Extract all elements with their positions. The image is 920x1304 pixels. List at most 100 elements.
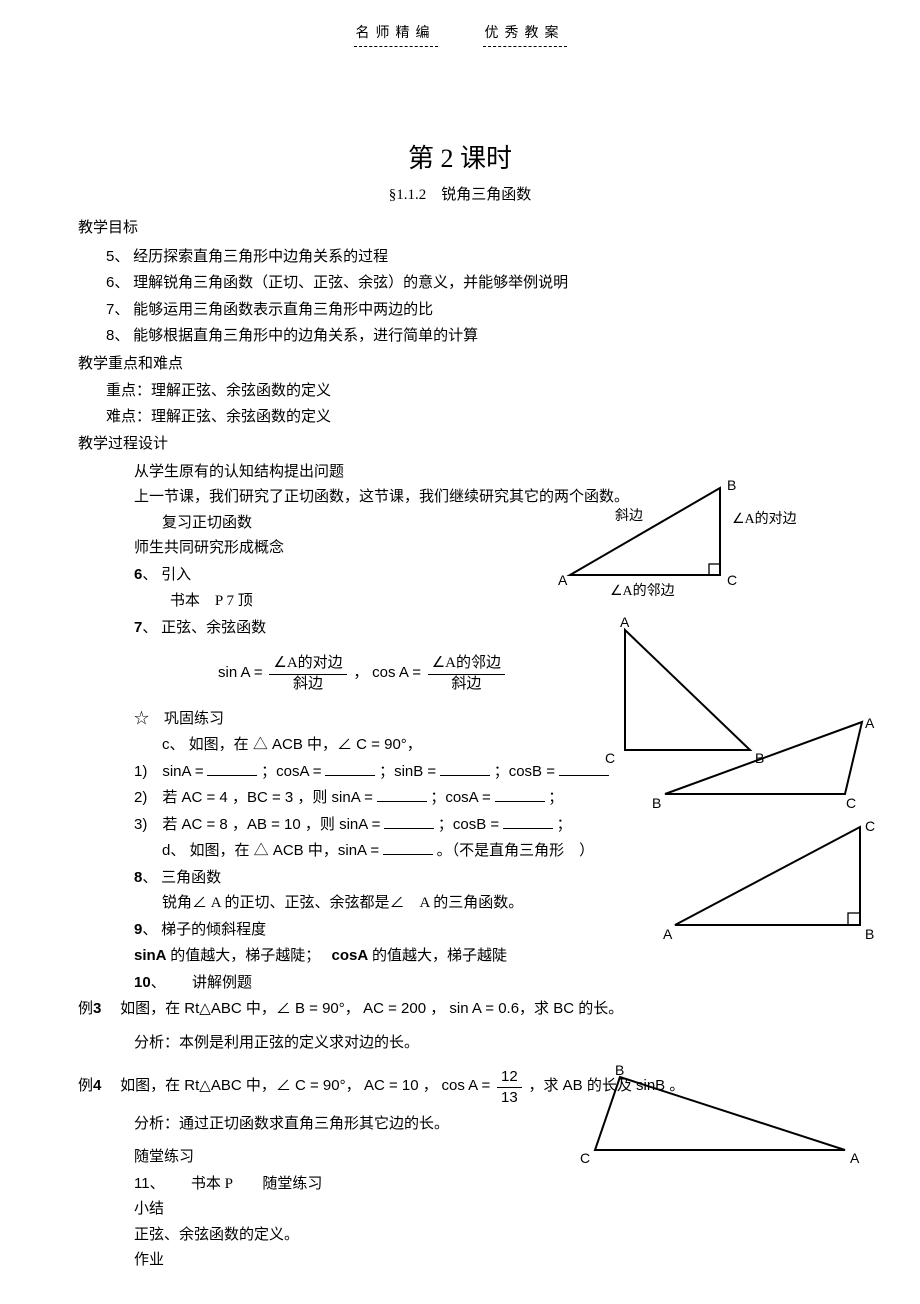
blank bbox=[503, 814, 553, 829]
goal-6-num: 6、 bbox=[106, 274, 129, 291]
practice-3-pre: 3) 若 AC = 8 ，AB = 10 ，则 sinA = bbox=[134, 816, 380, 833]
fig1-adj: ∠A的邻边 bbox=[610, 583, 675, 599]
inclass-num: 11、 bbox=[134, 1175, 157, 1192]
goal-6: 6、 理解锐角三角函数（正切、正弦、余弦）的意义，并能够举例说明 bbox=[78, 270, 842, 297]
practice-3-end: ； bbox=[557, 816, 572, 833]
goal-7-text: 能够运用三角函数表示直角三角形中两边的比 bbox=[133, 302, 433, 318]
formula-sep: ， bbox=[353, 666, 368, 682]
item-9-text: 梯子的倾斜程度 bbox=[161, 922, 266, 938]
fig2-A: A bbox=[620, 615, 630, 630]
practice-3-b: ；cosB = bbox=[438, 816, 499, 833]
title-text: 第 2 课时 bbox=[408, 144, 512, 173]
ex4-pre: 如图，在 Rt△ABC 中，∠ C = 90°， AC = 10 ， bbox=[105, 1078, 438, 1095]
fig5-A: A bbox=[850, 1150, 860, 1166]
blank bbox=[207, 761, 257, 776]
fig3-B: B bbox=[652, 795, 661, 811]
goal-5-num: 5、 bbox=[106, 248, 129, 265]
fig5-B: B bbox=[615, 1065, 624, 1078]
fig1-A: A bbox=[558, 572, 568, 588]
blank bbox=[495, 788, 545, 803]
inclass-11: 11、 书本 P 随堂练习 bbox=[78, 1171, 842, 1198]
ex3-num: 3 bbox=[93, 1000, 101, 1017]
fig1-opp-label: ∠A的对边 bbox=[732, 508, 797, 532]
triangle-right-b-icon: A B C bbox=[660, 815, 885, 945]
page-subtitle: §1.1.2 锐角三角函数 bbox=[78, 183, 842, 209]
goal-7: 7、 能够运用三角函数表示直角三角形中两边的比 bbox=[78, 297, 842, 324]
ex4-label: 例 bbox=[78, 1079, 93, 1095]
practice-1-d: ；cosB = bbox=[494, 763, 555, 780]
header-left: 名师精编 bbox=[354, 22, 438, 47]
practice-1-b: ；cosA = bbox=[261, 763, 321, 780]
practice-2-pre: 2) 若 AC = 4 ，BC = 3 ，则 sinA = bbox=[134, 789, 373, 806]
item-10-text: 讲解例题 bbox=[192, 975, 252, 991]
goal-6-text: 理解锐角三角函数（正切、正弦、余弦）的意义，并能够举例说明 bbox=[133, 275, 568, 291]
fig3-A: A bbox=[865, 715, 875, 731]
item-9-b: cosA bbox=[332, 947, 369, 964]
item-8-text: 三角函数 bbox=[161, 870, 221, 886]
summary-text: 正弦、余弦函数的定义。 bbox=[78, 1223, 842, 1249]
item-10: 10、 讲解例题 bbox=[78, 970, 842, 997]
cos-label: cos A = bbox=[372, 665, 421, 682]
goal-5-text: 经历探索直角三角形中边角关系的过程 bbox=[133, 249, 388, 265]
sin-bot: 斜边 bbox=[269, 676, 346, 693]
ex4-top: 12 bbox=[497, 1068, 522, 1085]
cos-top: ∠A的邻边 bbox=[428, 655, 505, 672]
item-6-text: 引入 bbox=[161, 567, 191, 583]
fig3-C: C bbox=[846, 795, 856, 811]
triangle-ex4-icon: B C A bbox=[570, 1065, 870, 1170]
triangle-obtuse-icon: B C A bbox=[650, 712, 880, 812]
ex4-num: 4 bbox=[93, 1078, 101, 1095]
blank bbox=[325, 761, 375, 776]
blank bbox=[377, 788, 427, 803]
page: 名师精编 优秀教案 第 2 课时 §1.1.2 锐角三角函数 教学目标 5、 经… bbox=[0, 0, 920, 1304]
item-9-amid: 的值越大，梯子越陡； bbox=[167, 948, 328, 964]
blank bbox=[384, 814, 434, 829]
item-6-sub-text: 书本 P 7 顶 bbox=[170, 593, 253, 609]
goal-7-num: 7、 bbox=[106, 301, 129, 318]
item-7-text: 正弦、余弦函数 bbox=[161, 620, 266, 636]
practice-c-text: c、 如图，在 △ ACB 中，∠ C = 90°， bbox=[162, 736, 422, 753]
fig2-C: C bbox=[605, 750, 615, 766]
ex4-cos: cos A = bbox=[441, 1078, 490, 1095]
item-10-num: 10 bbox=[134, 974, 151, 991]
goal-8-num: 8、 bbox=[106, 327, 129, 344]
blank bbox=[383, 841, 433, 856]
cos-bot: 斜边 bbox=[428, 676, 505, 693]
homework-label: 作业 bbox=[78, 1248, 842, 1274]
ex3-text: 如图，在 Rt△ABC 中，∠ B = 90°， AC = 200 ， sin … bbox=[105, 1000, 623, 1017]
practice-2-end: ； bbox=[548, 789, 563, 806]
example-3: 例3 如图，在 Rt△ABC 中，∠ B = 90°， AC = 200 ， s… bbox=[78, 996, 842, 1023]
item-9-a: sinA bbox=[134, 947, 167, 964]
keypoints-label: 教学重点和难点 bbox=[78, 352, 842, 378]
sin-label: sin A = bbox=[218, 665, 263, 682]
practice-d-pre: d、 如图，在 △ ACB 中，sinA = bbox=[162, 842, 379, 859]
keypoint: 重点：理解正弦、余弦函数的定义 bbox=[78, 379, 842, 405]
summary-label: 小结 bbox=[78, 1197, 842, 1223]
fig1-B: B bbox=[727, 477, 736, 493]
fig5-C: C bbox=[580, 1150, 590, 1166]
triangle-labeled-icon: A C B 斜边 ∠A的邻边 bbox=[555, 470, 755, 605]
sin-top: ∠A的对边 bbox=[269, 655, 346, 672]
inclass-text: 书本 P 随堂练习 bbox=[191, 1176, 323, 1192]
ex3-analysis: 分析：本例是利用正弦的定义求对边的长。 bbox=[78, 1031, 842, 1057]
cos-fraction: ∠A的邻边 斜边 bbox=[428, 655, 505, 693]
fig4-B: B bbox=[865, 926, 874, 942]
sin-fraction: ∠A的对边 斜边 bbox=[269, 655, 346, 693]
header-right: 优秀教案 bbox=[483, 22, 567, 47]
item-9-bend: 的值越大，梯子越陡 bbox=[368, 948, 507, 964]
goal-8-text: 能够根据直角三角形中的边角关系，进行简单的计算 bbox=[133, 328, 478, 344]
practice-d-end: 。（不是直角三角形 ） bbox=[437, 843, 595, 859]
goal-8: 8、 能够根据直角三角形中的边角关系，进行简单的计算 bbox=[78, 323, 842, 350]
fig4-A: A bbox=[663, 926, 673, 942]
header: 名师精编 优秀教案 bbox=[78, 22, 842, 47]
page-title: 第 2 课时 bbox=[78, 137, 842, 181]
fig1-hyp: 斜边 bbox=[615, 508, 643, 524]
process-label: 教学过程设计 bbox=[78, 432, 842, 458]
practice-1-c: ；sinB = bbox=[379, 763, 436, 780]
difficulty: 难点：理解正弦、余弦函数的定义 bbox=[78, 405, 842, 431]
ex4-fraction: 12 13 bbox=[497, 1068, 522, 1106]
fig4-C: C bbox=[865, 818, 875, 834]
practice-1-pre: 1) sinA = bbox=[134, 763, 204, 780]
blank bbox=[440, 761, 490, 776]
goal-5: 5、 经历探索直角三角形中边角关系的过程 bbox=[78, 244, 842, 271]
